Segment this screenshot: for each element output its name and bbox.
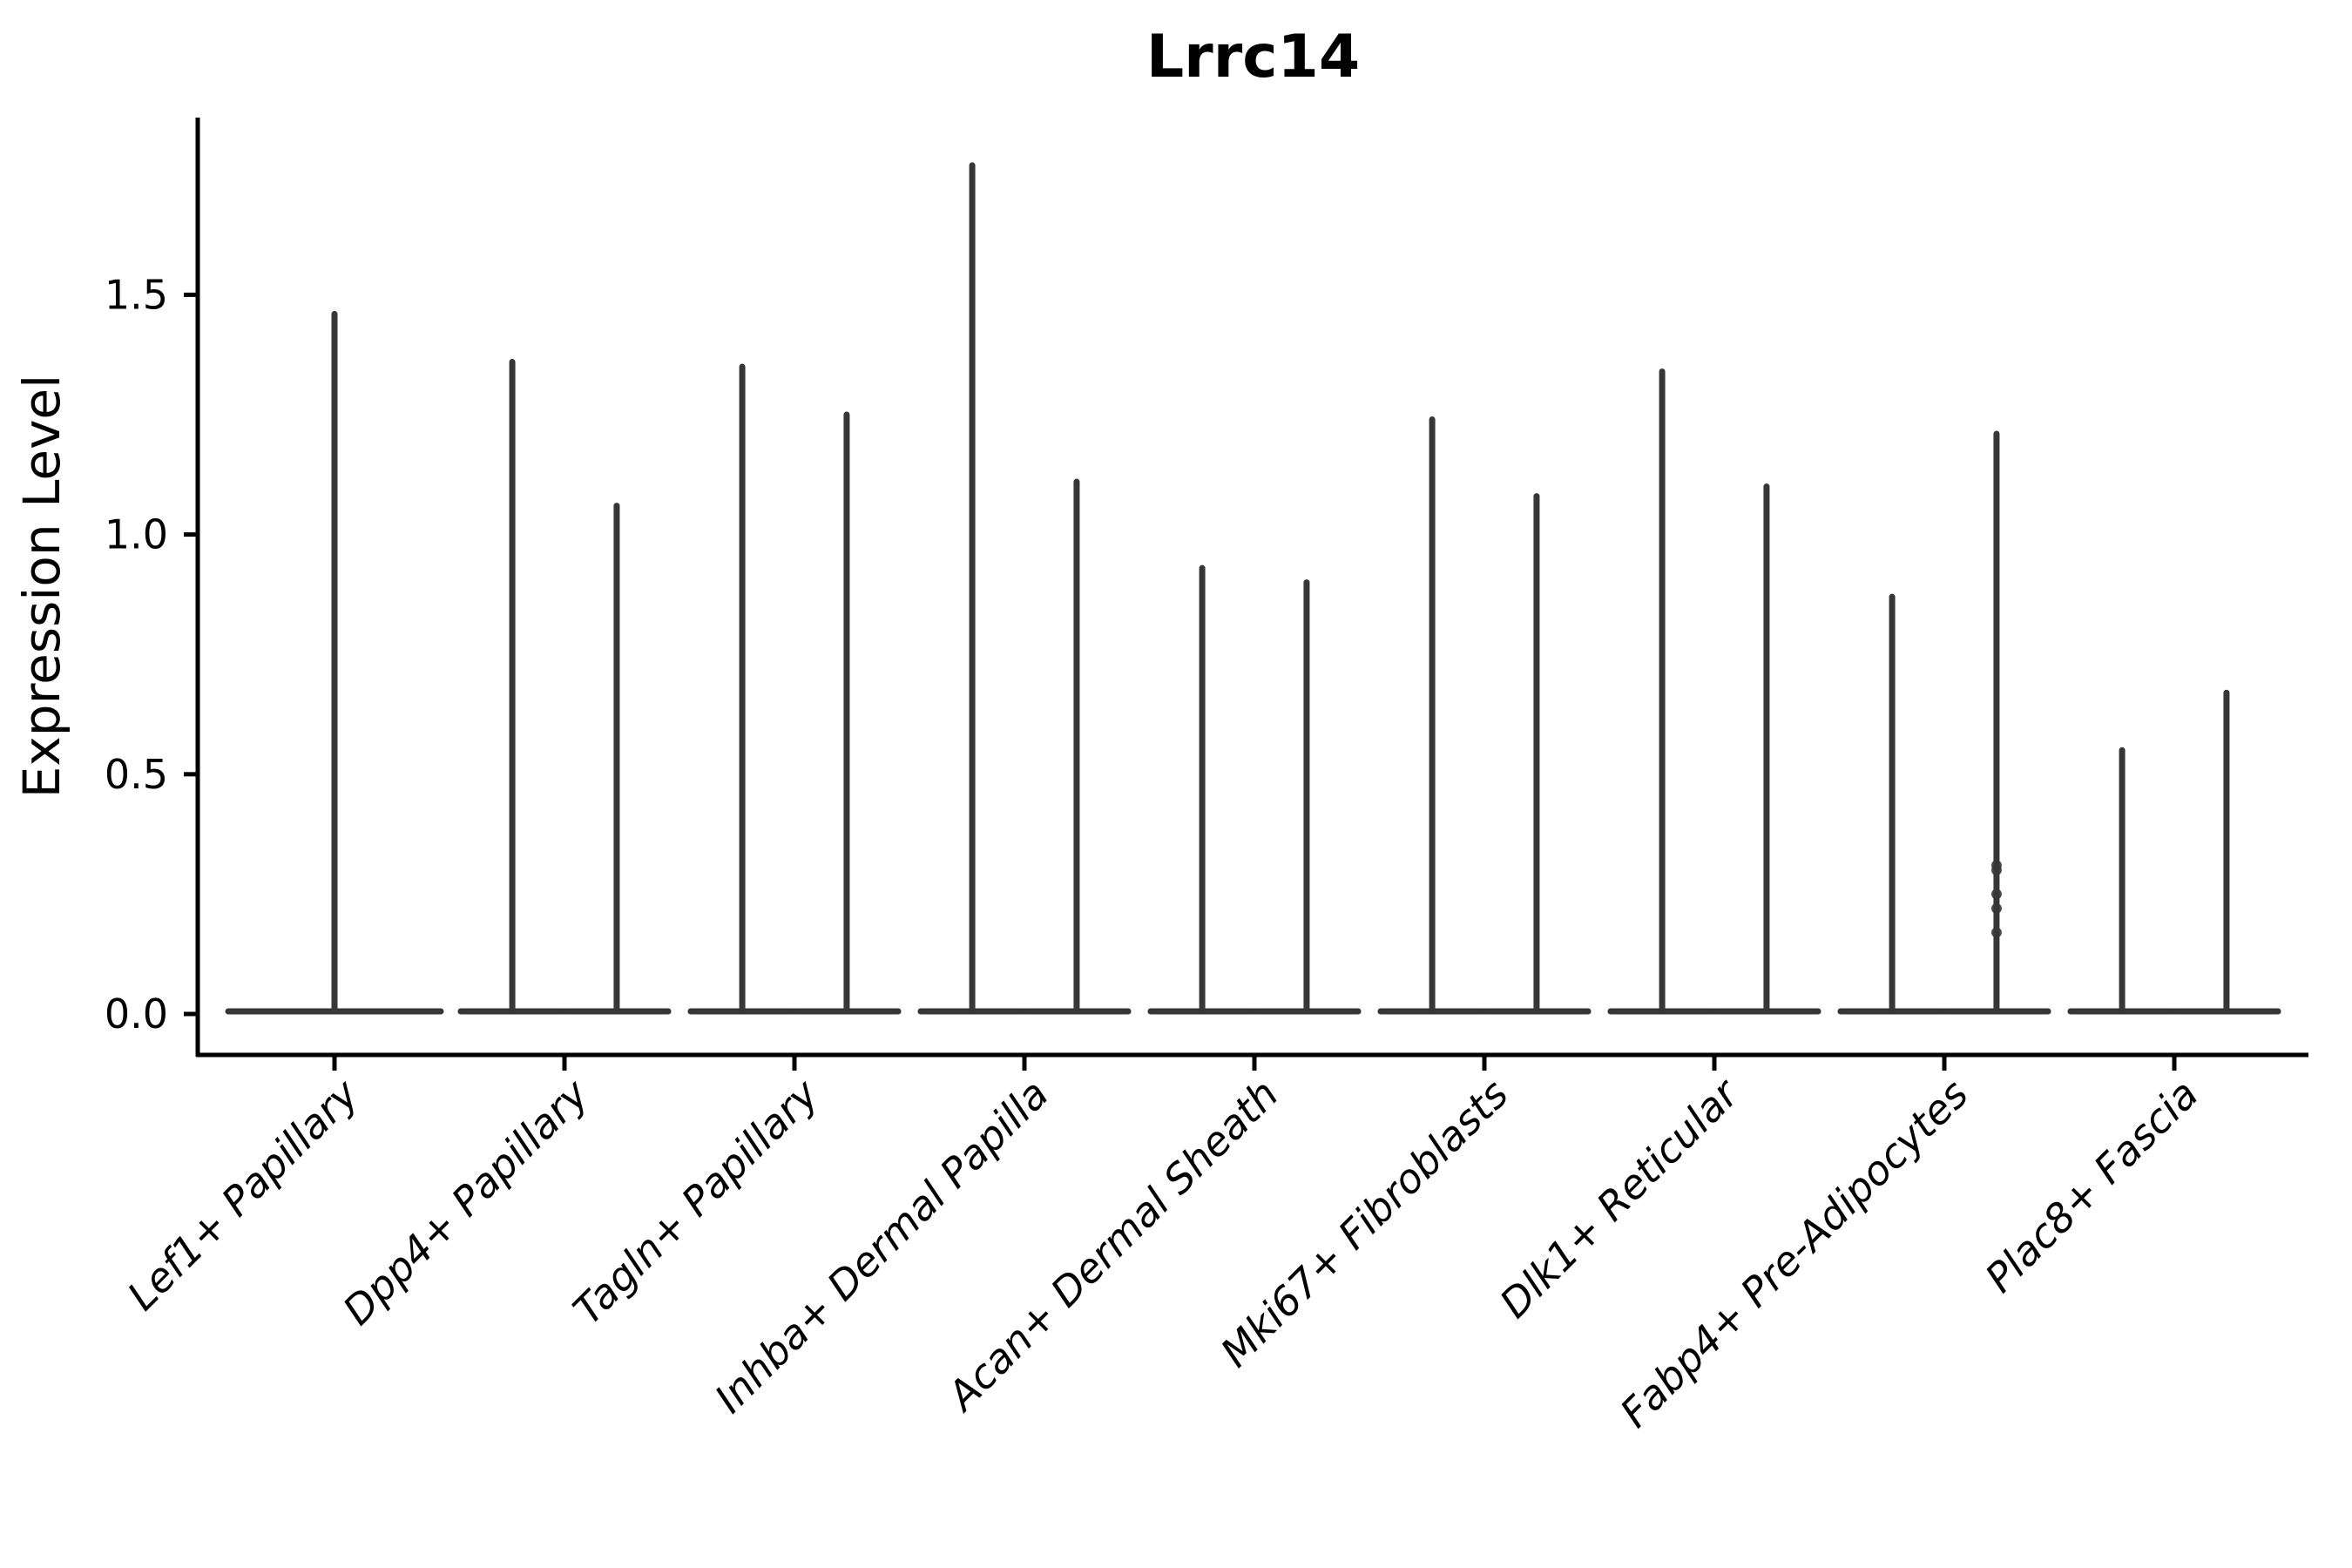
violins-layer (225, 162, 2281, 1015)
y-ticks: 0.0 0.5 1.0 1.5 (105, 271, 198, 1037)
y-tick-label: 0.0 (105, 990, 168, 1037)
cell-point (1990, 889, 2002, 900)
x-tick-label: Lef1+ Papillary (118, 1070, 368, 1319)
x-tick-label: Dpp4+ Papillary (334, 1070, 598, 1334)
y-tick-label: 1.5 (105, 271, 168, 318)
x-tick-label: Dlk1+ Reticular (1490, 1068, 1749, 1327)
y-axis-label: Expression Level (12, 375, 71, 798)
cell-point (1990, 864, 2002, 875)
cell-point (1990, 902, 2002, 914)
y-tick-label: 0.5 (105, 751, 168, 798)
cell-point (1990, 927, 2002, 938)
x-tick-label: Tagln+ Papillary (564, 1070, 828, 1334)
y-tick-label: 1.0 (105, 511, 168, 558)
x-tick-label: Plac8+ Fascia (1976, 1071, 2207, 1301)
chart-title: Lrrc14 (1146, 23, 1360, 91)
